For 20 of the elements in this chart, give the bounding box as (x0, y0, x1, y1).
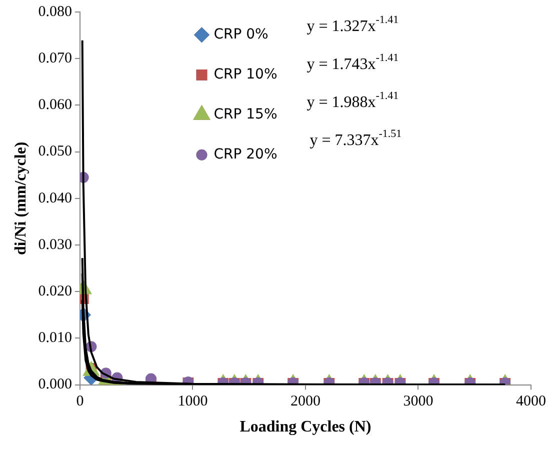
x-tick-label: 4000 (516, 394, 546, 410)
x-tick-label: 2000 (290, 394, 320, 410)
legend-label: CRP 15% (214, 106, 278, 123)
y-tick-label: 0.040 (38, 190, 72, 206)
y-tick-label: 0.000 (38, 376, 72, 393)
legend-label: CRP 0% (214, 26, 268, 43)
y-tick-label: 0.050 (38, 144, 72, 160)
y-tick-label: 0.080 (38, 4, 72, 20)
y-tick-label: 0.010 (38, 330, 72, 346)
x-tick-label: 3000 (403, 394, 434, 410)
y-axis-title: di/Ni (mm/cycle) (12, 142, 30, 256)
x-axis-title: Loading Cycles (N) (240, 418, 372, 436)
x-tick-label: 1000 (178, 394, 208, 410)
legend-label: CRP 20% (214, 146, 278, 163)
legend-label: CRP 10% (214, 66, 278, 83)
y-tick-label: 0.020 (38, 284, 72, 300)
x-tick-label: 0 (76, 394, 84, 410)
y-tick-label: 0.030 (38, 236, 72, 253)
y-tick-label: 0.060 (38, 97, 72, 114)
y-tick-label: 0.070 (38, 50, 72, 67)
